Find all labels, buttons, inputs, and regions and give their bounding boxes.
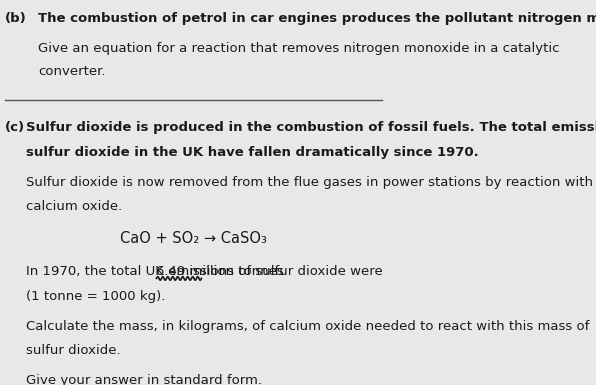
Text: Sulfur dioxide is now removed from the flue gases in power stations by reaction : Sulfur dioxide is now removed from the f… — [26, 176, 594, 189]
Text: calcium oxide.: calcium oxide. — [26, 200, 123, 213]
Text: (1 tonne = 1000 kg).: (1 tonne = 1000 kg). — [26, 290, 166, 303]
Text: The combustion of petrol in car engines produces the pollutant nitrogen monoxide: The combustion of petrol in car engines … — [38, 12, 596, 25]
Text: Calculate the mass, in kilograms, of calcium oxide needed to react with this mas: Calculate the mass, in kilograms, of cal… — [26, 320, 590, 333]
Text: 6.49 million tonnes: 6.49 million tonnes — [157, 265, 284, 278]
Text: Give your answer in standard form.: Give your answer in standard form. — [26, 374, 262, 385]
Text: (c): (c) — [5, 121, 26, 134]
Text: CaO + SO₂ → CaSO₃: CaO + SO₂ → CaSO₃ — [120, 231, 267, 246]
Text: Sulfur dioxide is produced in the combustion of fossil fuels. The total emission: Sulfur dioxide is produced in the combus… — [26, 121, 596, 134]
Text: converter.: converter. — [38, 65, 105, 78]
Text: In 1970, the total UK emissions of sulfur dioxide were: In 1970, the total UK emissions of sulfu… — [26, 265, 387, 278]
Text: Give an equation for a reaction that removes nitrogen monoxide in a catalytic: Give an equation for a reaction that rem… — [38, 42, 560, 55]
Text: (b): (b) — [5, 12, 27, 25]
Text: sulfur dioxide.: sulfur dioxide. — [26, 344, 121, 357]
Text: sulfur dioxide in the UK have fallen dramatically since 1970.: sulfur dioxide in the UK have fallen dra… — [26, 146, 479, 159]
